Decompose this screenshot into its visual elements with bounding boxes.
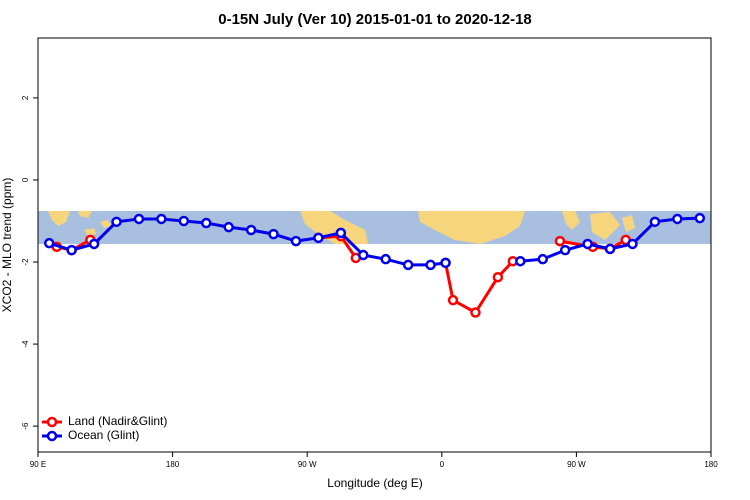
series-point [672,213,683,225]
map-land [78,211,112,236]
x-tick-label: 180 [704,460,718,469]
series-point [402,259,414,271]
series-point [440,257,451,269]
series-point [43,237,55,249]
series-point [425,259,436,271]
x-tick-label: 180 [166,460,180,469]
series-point [268,228,279,240]
series-point [694,212,706,224]
map-land [418,211,525,244]
series-point [627,238,638,250]
series-point [178,215,190,227]
x-tick-label: 90 W [567,460,586,469]
legend-label: Land (Nadir&Glint) [68,414,167,428]
series-point [88,238,100,250]
series-point [554,235,566,247]
series-point [515,255,526,267]
series-point [470,307,481,318]
series-point [358,249,369,261]
y-tick-label: 0 [21,177,30,182]
series-point [492,271,504,283]
x-tick-label: 0 [440,460,445,469]
map-land [300,211,368,244]
y-tick-label: 2 [21,95,30,100]
series-point [537,253,548,265]
series-point [66,244,77,256]
series-point [604,243,616,255]
series-point [201,217,212,229]
x-tick-label: 90 W [298,460,317,469]
series-point [245,224,257,236]
x-tick-label: 90 E [30,460,46,469]
legend-marker [46,430,58,442]
y-tick-label: -2 [21,258,30,266]
series-point [290,235,302,247]
series-point [223,221,234,233]
y-tick-label: -4 [21,340,30,348]
map-land [562,211,635,240]
series-point [111,216,122,228]
series-point [582,238,593,250]
legend-label: Ocean (Glint) [68,428,139,442]
series-line [444,260,514,315]
legend-marker [46,416,58,428]
series-point [133,213,145,225]
series-point [156,213,167,225]
series-point [380,253,391,265]
chart-title: 0-15N July (Ver 10) 2015-01-01 to 2020-1… [218,11,532,28]
y-axis-label: XCO2 - MLO trend (ppm) [0,178,14,313]
series-point [649,216,661,228]
series-point [559,244,571,256]
map-land [48,211,70,226]
x-axis-label: Longitude (deg E) [327,476,422,490]
y-tick-label: -6 [21,422,30,430]
map-background [38,211,711,244]
plot-frame [37,37,712,453]
series-point [335,227,347,239]
series-point [447,294,459,306]
series-point [313,232,324,244]
